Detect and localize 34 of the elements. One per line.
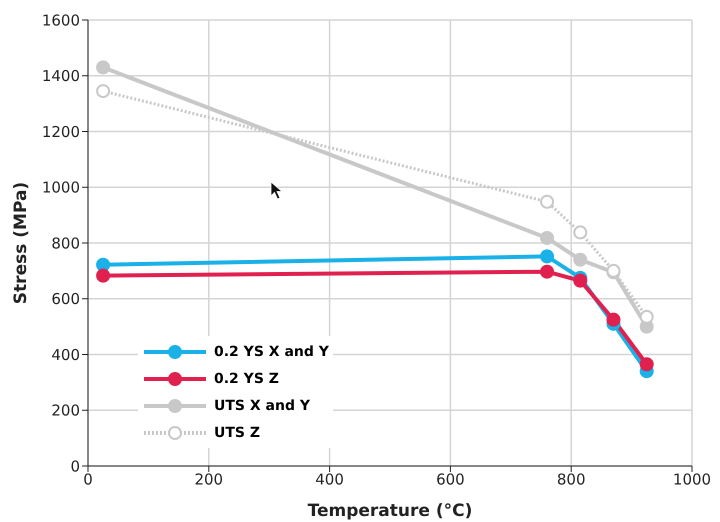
point: [540, 230, 554, 245]
point: [540, 249, 554, 264]
y-tick-label: 0: [70, 457, 80, 476]
x-tick-label: 1000: [672, 470, 712, 489]
y-tick-label: 1200: [42, 122, 80, 141]
legend-label: 0.2 YS Z: [214, 370, 279, 386]
y-tick-label: 1600: [42, 11, 80, 30]
point: [96, 60, 110, 74]
point: [540, 194, 554, 209]
y-tick-label: 400: [51, 346, 80, 364]
y-tick-label: 600: [51, 290, 80, 308]
x-tick-label: 600: [436, 470, 465, 489]
legend-label: UTS X and Y: [214, 398, 310, 414]
legend-label: 0.2 YS X and Y: [214, 344, 329, 360]
point: [640, 357, 654, 372]
legend-label: UTS Z: [214, 424, 260, 440]
point: [640, 310, 654, 324]
x-tick-label: 800: [556, 470, 586, 489]
y-tick-label: 800: [51, 234, 80, 252]
x-axis-title: Temperature (°C): [308, 501, 472, 521]
y-tick-label: 200: [51, 402, 80, 420]
y-axis-title: Stress (MPa): [11, 182, 32, 304]
y-tick-label: 1000: [42, 178, 80, 197]
point: [96, 268, 110, 283]
x-tick-label: 200: [194, 470, 224, 489]
x-tick-label: 0: [83, 470, 93, 489]
point: [540, 264, 554, 279]
point: [573, 274, 588, 288]
point: [96, 84, 110, 98]
x-tick-label: 400: [315, 470, 344, 489]
point: [573, 252, 588, 267]
point: [573, 225, 588, 240]
y-tick-label: 1400: [42, 67, 80, 86]
point: [606, 312, 620, 327]
